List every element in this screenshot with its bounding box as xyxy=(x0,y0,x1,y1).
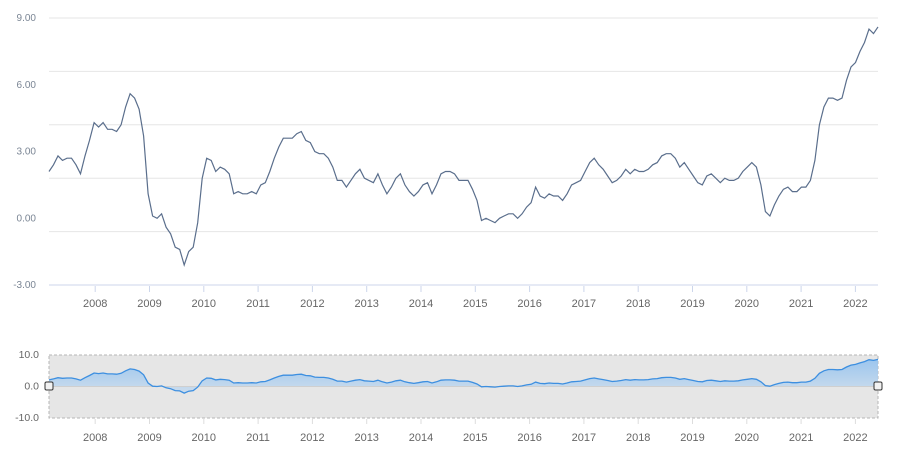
x-tick-label: 2008 xyxy=(83,298,107,310)
x-tick-label: 2021 xyxy=(789,298,813,310)
y-tick-label: 9.00 xyxy=(17,13,37,24)
x-tick-label: 2010 xyxy=(192,298,216,310)
navigator-x-label: 2017 xyxy=(572,432,596,444)
navigator-x-label: 2011 xyxy=(246,432,270,444)
navigator-x-label: 2009 xyxy=(137,432,161,444)
navigator-x-label: 2014 xyxy=(409,432,433,444)
x-tick-label: 2014 xyxy=(409,298,433,310)
x-tick-label: 2018 xyxy=(626,298,650,310)
x-tick-label: 2011 xyxy=(246,298,270,310)
navigator-x-label: 2021 xyxy=(789,432,813,444)
x-tick-label: 2012 xyxy=(300,298,324,310)
x-tick-label: 2022 xyxy=(843,298,867,310)
navigator-x-label: 2022 xyxy=(843,432,867,444)
x-tick-label: 2013 xyxy=(354,298,378,310)
navigator-left-handle[interactable] xyxy=(44,381,54,391)
y-tick-label: 0.00 xyxy=(17,213,37,224)
navigator-y-label: 10.0 xyxy=(19,349,40,361)
navigator-x-label: 2016 xyxy=(517,432,541,444)
navigator-right-handle[interactable] xyxy=(873,381,883,391)
navigator-x-label: 2018 xyxy=(626,432,650,444)
x-tick-label: 2015 xyxy=(463,298,487,310)
x-tick-label: 2016 xyxy=(517,298,541,310)
x-tick-label: 2019 xyxy=(680,298,704,310)
navigator-x-label: 2008 xyxy=(83,432,107,444)
navigator-area xyxy=(49,359,878,394)
navigator-x-label: 2020 xyxy=(735,432,759,444)
navigator-line xyxy=(48,358,879,394)
navigator-y-label: -10.0 xyxy=(15,412,39,424)
main-y-axis: 9.00 6.00 3.00 0.00 -3.00 xyxy=(13,13,36,291)
navigator-x-label: 2013 xyxy=(354,432,378,444)
x-tick-label: 2020 xyxy=(735,298,759,310)
y-tick-label: 3.00 xyxy=(17,147,37,158)
y-tick-label: -3.00 xyxy=(13,280,36,291)
x-tick-label: 2009 xyxy=(137,298,161,310)
x-tick-label: 2017 xyxy=(572,298,596,310)
navigator-x-label: 2015 xyxy=(463,432,487,444)
y-tick-label: 6.00 xyxy=(17,80,37,91)
navigator-y-label: 0.0 xyxy=(24,381,39,393)
series-line xyxy=(48,26,879,268)
main-gridlines xyxy=(49,17,878,286)
main-x-axis: 2008 2009 2010 2011 2012 2013 2014 2015 2016 2017… xyxy=(83,286,868,310)
navigator-x-label: 2012 xyxy=(300,432,324,444)
navigator[interactable]: 10.0 0.0 -10.0 2008 2009 2010 2011 2012 2013 2014… xyxy=(15,349,883,444)
navigator-x-label: 2010 xyxy=(192,432,216,444)
navigator-x-label: 2019 xyxy=(680,432,704,444)
